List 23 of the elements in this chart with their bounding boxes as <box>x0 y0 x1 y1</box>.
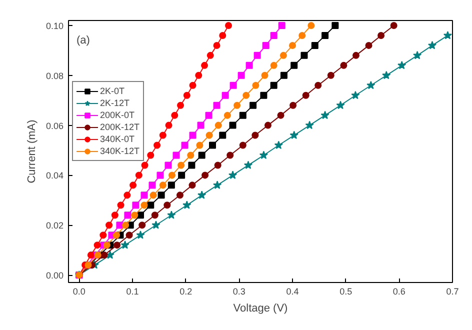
x-tick-label: 0.5 <box>340 286 352 296</box>
legend-label: 340K-12T <box>100 145 140 157</box>
y-tick-label: 0.10 <box>46 20 64 31</box>
legend-label: 2K-0T <box>100 85 125 97</box>
annotation: (a) <box>76 34 90 46</box>
x-axis-title: Voltage (V) <box>233 302 288 314</box>
legend-label: 2K-12T <box>100 97 130 109</box>
y-tick-label: 0.00 <box>46 270 64 281</box>
legend-label: 200K-12T <box>100 121 140 133</box>
x-tick-label: 0.0 <box>72 286 86 296</box>
x-tick-label: 0.3 <box>232 286 246 296</box>
y-tick-label: 0.08 <box>46 70 64 81</box>
legend-label: 200K-0T <box>100 109 135 121</box>
x-tick-label: 0.2 <box>180 286 192 296</box>
y-tick-label: 0.02 <box>46 220 64 231</box>
y-axis-title: Current (mA) <box>26 120 38 184</box>
x-tick-label: 0.4 <box>286 286 299 296</box>
x-tick-label: 0.1 <box>126 286 139 296</box>
y-tick-label: 0.06 <box>46 120 64 131</box>
x-tick-label: 0.6 <box>392 286 406 296</box>
x-tick-label: 0.7 <box>446 286 459 296</box>
y-tick-label: 0.04 <box>46 170 64 181</box>
legend-label: 340K-0T <box>100 133 135 145</box>
